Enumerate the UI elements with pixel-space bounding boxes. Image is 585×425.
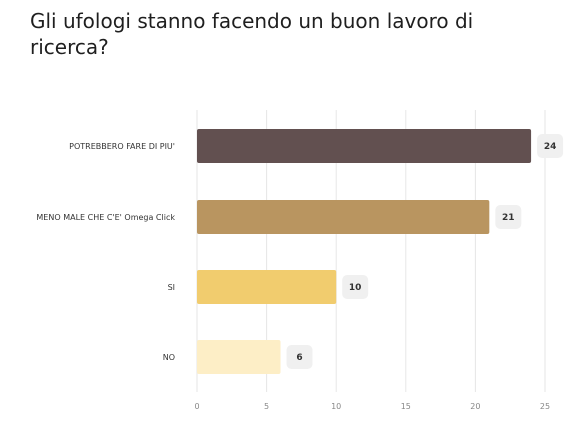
x-tick-label: 0 (194, 402, 199, 411)
category-label: NO (163, 353, 175, 362)
x-tick-label: 10 (331, 402, 341, 411)
bar[interactable] (197, 129, 532, 163)
value-label: 24 (544, 142, 557, 152)
bar[interactable] (197, 340, 281, 374)
value-label: 10 (349, 283, 362, 293)
value-badge (495, 205, 522, 229)
category-label: POTREBBERO FARE DI PIU' (69, 142, 175, 151)
chart-title: Gli ufologi stanno facendo un buon lavor… (30, 9, 474, 59)
x-tick-label: 15 (401, 402, 411, 411)
category-label: SI (168, 283, 175, 292)
x-tick-label: 25 (540, 402, 550, 411)
value-badge (537, 134, 564, 158)
x-tick-label: 20 (470, 402, 480, 411)
bar[interactable] (197, 270, 337, 304)
bar[interactable] (197, 200, 490, 234)
x-tick-label: 5 (264, 402, 269, 411)
value-badge (342, 275, 369, 299)
value-label: 21 (502, 213, 515, 223)
value-badge (286, 345, 313, 369)
value-label: 6 (296, 353, 302, 363)
category-label: MENO MALE CHE C'E' Omega Click (36, 213, 175, 222)
